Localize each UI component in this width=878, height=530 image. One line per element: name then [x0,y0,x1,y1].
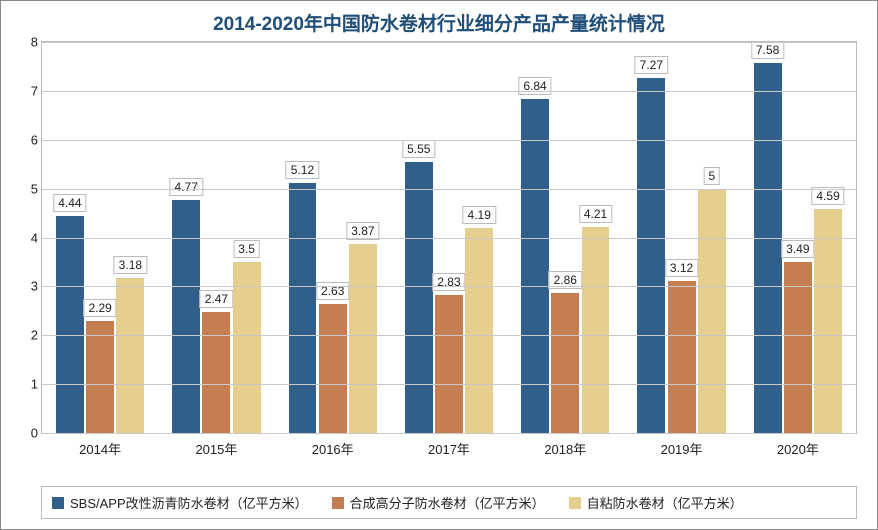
grid-line [42,140,856,141]
bar: 7.58 [754,63,782,433]
y-tick-label: 6 [20,132,38,147]
bar-value-label: 3.49 [781,240,814,258]
y-tick-label: 5 [20,181,38,196]
bar-value-label: 2.47 [200,290,233,308]
bar: 2.86 [551,293,579,433]
y-tick-label: 8 [20,35,38,50]
bar-value-label: 5.12 [286,161,319,179]
y-tick-label: 0 [20,426,38,441]
grid-line [42,384,856,385]
grid-line [42,238,856,239]
bar: 2.47 [202,312,230,433]
bar-value-label: 7.58 [751,41,784,59]
bar-value-label: 2.83 [432,273,465,291]
bar: 3.5 [233,262,261,433]
x-tick-label: 2016年 [275,439,391,458]
bar: 4.19 [465,228,493,433]
plot-area: 2014年4.442.293.182015年4.772.473.52016年5.… [41,41,857,434]
x-tick-label: 2019年 [623,439,739,458]
bar: 7.27 [637,78,665,433]
bar: 2.83 [435,295,463,433]
x-tick-label: 2018年 [507,439,623,458]
bar: 3.49 [784,262,812,433]
bar-value-label: 6.84 [518,77,551,95]
x-tick-label: 2015年 [158,439,274,458]
bar-value-label: 7.27 [635,56,668,74]
y-tick-label: 3 [20,279,38,294]
bar: 2.29 [86,321,114,433]
legend-label: 合成高分子防水卷材（亿平方米） [350,493,545,512]
legend-label: SBS/APP改性沥青防水卷材（亿平方米） [70,493,308,512]
x-tick-label: 2014年 [42,439,158,458]
grid-line [42,42,856,43]
bar: 4.59 [814,209,842,433]
grid-line [42,433,856,434]
grid-line [42,91,856,92]
y-tick-label: 4 [20,230,38,245]
legend-swatch [569,497,581,509]
bar-value-label: 2.63 [316,282,349,300]
legend-item: 合成高分子防水卷材（亿平方米） [332,493,545,512]
bar-value-label: 3.12 [665,259,698,277]
legend: SBS/APP改性沥青防水卷材（亿平方米） 合成高分子防水卷材（亿平方米） 自粘防水… [41,486,857,519]
x-tick-label: 2017年 [391,439,507,458]
chart-title: 2014-2020年中国防水卷材行业细分产品产量统计情况 [1,1,877,40]
legend-swatch [332,497,344,509]
bar: 3.18 [116,278,144,433]
bar-value-label: 3.5 [233,240,260,258]
grid-line [42,189,856,190]
legend-item: SBS/APP改性沥青防水卷材（亿平方米） [52,493,308,512]
bar: 2.63 [319,304,347,433]
x-tick-label: 2020年 [740,439,856,458]
grid-line [42,335,856,336]
y-tick-label: 1 [20,377,38,392]
bar-value-label: 4.21 [579,205,612,223]
bar: 4.44 [56,216,84,433]
grid-line [42,286,856,287]
bar-value-label: 5 [703,167,720,185]
bar: 6.84 [521,99,549,433]
bar-value-label: 5.55 [402,140,435,158]
bar-value-label: 4.77 [170,178,203,196]
bar-value-label: 2.29 [83,299,116,317]
bar: 5.55 [405,162,433,433]
y-tick-label: 2 [20,328,38,343]
bar: 4.21 [582,227,610,433]
bar: 3.87 [349,244,377,433]
legend-swatch [52,497,64,509]
bar-value-label: 4.44 [53,194,86,212]
bar-value-label: 3.18 [114,256,147,274]
chart-container: 2014-2020年中国防水卷材行业细分产品产量统计情况 2014年4.442.… [0,0,878,530]
bar-value-label: 4.19 [463,206,496,224]
bar: 5.12 [289,183,317,433]
legend-label: 自粘防水卷材（亿平方米） [587,493,743,512]
y-tick-label: 7 [20,83,38,98]
bar: 3.12 [668,281,696,433]
bar: 5 [698,189,726,433]
bar: 4.77 [172,200,200,433]
legend-item: 自粘防水卷材（亿平方米） [569,493,743,512]
